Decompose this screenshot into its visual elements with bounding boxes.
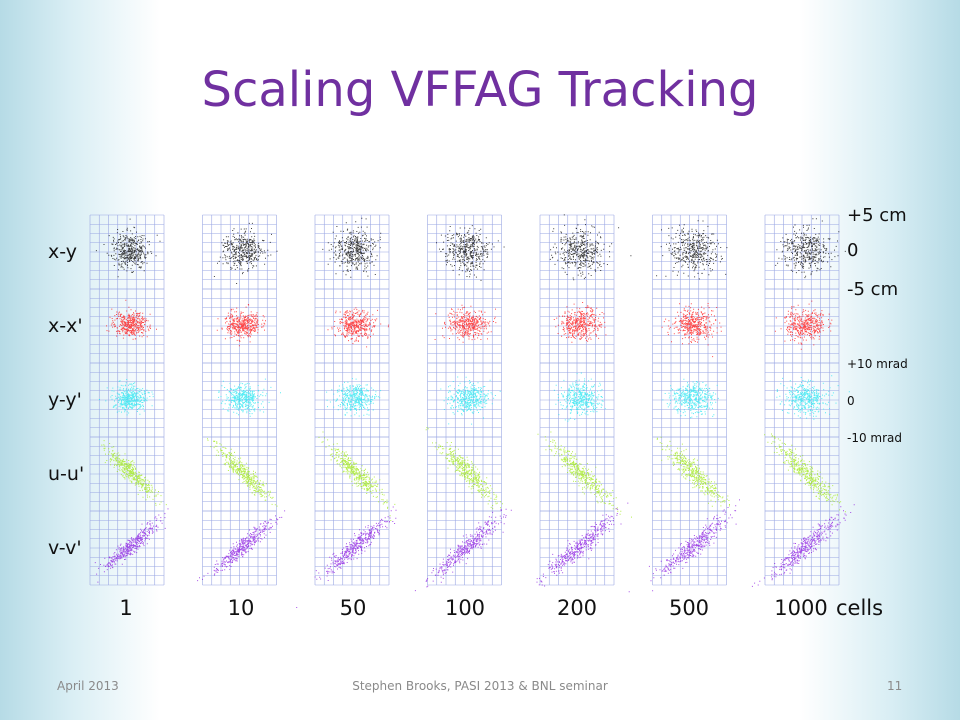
phase-plot-panel — [751, 504, 855, 587]
phase-plot-panel — [427, 362, 502, 438]
phase-plot-panel — [764, 288, 840, 364]
phase-plot-panel — [314, 431, 396, 521]
particle-cloud — [553, 372, 606, 422]
footer-presenter: Stephen Brooks, PASI 2013 & BNL seminar — [352, 679, 608, 693]
particle-cloud — [207, 438, 278, 507]
particle-cloud — [322, 217, 382, 278]
particle-cloud — [95, 218, 161, 278]
particle-cloud — [553, 302, 607, 343]
particle-cloud — [99, 379, 154, 416]
phase-plot-panel — [314, 288, 390, 364]
slide-title: Scaling VFFAG Tracking — [201, 62, 759, 118]
particle-cloud — [213, 222, 278, 284]
cells-label: cells — [836, 596, 884, 620]
row-label-u-up: u-u' — [48, 463, 85, 485]
phase-plot-panel — [89, 362, 165, 438]
column-label-200: 200 — [556, 596, 598, 620]
phase-plot-panel — [425, 427, 503, 512]
phase-plot-panel — [89, 508, 169, 586]
phase-plot-panel — [764, 214, 846, 290]
particle-cloud — [537, 431, 632, 518]
phase-plot-panel — [202, 288, 277, 364]
phase-plot-panel — [202, 214, 278, 290]
row-label-v-vp: v-v' — [48, 537, 82, 559]
particle-cloud — [101, 440, 167, 506]
phase-plot-panel — [536, 502, 629, 587]
column-label-1000: 1000 — [774, 596, 828, 620]
particle-cloud — [536, 502, 629, 587]
phase-plot-panel — [296, 506, 397, 608]
phase-plot-panel — [652, 288, 727, 364]
phase-plot-panel — [202, 362, 281, 438]
particle-cloud — [656, 436, 730, 507]
phase-plot-panel — [652, 362, 727, 438]
phase-plot-panel — [89, 288, 165, 364]
unit-zero-mrad: 0 — [847, 394, 855, 408]
row-label-y-yp: y-y' — [48, 389, 82, 411]
phase-plot-panel — [537, 431, 632, 518]
particle-cloud — [774, 300, 833, 350]
particle-cloud — [425, 427, 503, 510]
phase-plot-panel — [539, 362, 615, 438]
phase-plot-panel — [652, 436, 730, 512]
particle-cloud — [218, 378, 281, 417]
particle-cloud — [326, 378, 382, 417]
unit-plus-5cm: +5 cm — [847, 205, 907, 226]
unit-zero-cm: 0 — [847, 240, 859, 261]
particle-cloud — [656, 220, 728, 280]
particle-cloud — [318, 431, 396, 521]
phase-plot-panel — [764, 362, 850, 438]
particle-cloud — [197, 510, 286, 582]
column-label-50: 50 — [339, 596, 367, 620]
particle-cloud — [434, 304, 497, 343]
column-label-500: 500 — [668, 596, 710, 620]
footer-date: April 2013 — [57, 679, 119, 693]
particle-cloud — [327, 307, 390, 348]
particle-cloud — [661, 303, 722, 358]
column-label-1: 1 — [119, 596, 133, 620]
unit-plus-10mrad: +10 mrad — [847, 357, 908, 371]
row-label-x-y: x-y — [48, 241, 78, 263]
phase-plot-panel — [314, 362, 390, 438]
particle-cloud — [775, 218, 846, 290]
phase-plot-panel — [202, 436, 278, 512]
particle-cloud — [94, 508, 169, 583]
phase-plot-panel — [414, 508, 512, 592]
particle-cloud — [764, 433, 846, 513]
particle-cloud — [662, 378, 719, 419]
particle-cloud — [436, 225, 505, 281]
column-label-10: 10 — [227, 596, 255, 620]
column-label-100: 100 — [444, 596, 486, 620]
phase-plot-panel — [628, 499, 740, 593]
phase-plot-panel — [539, 288, 615, 364]
particle-cloud — [106, 299, 157, 340]
phase-plot-panel — [89, 436, 167, 512]
phase-plot-panel — [427, 214, 505, 290]
phase-plot-panel — [89, 214, 165, 290]
particle-cloud — [628, 499, 740, 593]
unit-minus-10mrad: -10 mrad — [847, 431, 903, 445]
phase-plot-panel — [539, 214, 632, 290]
particle-cloud — [296, 506, 397, 608]
footer-page-number: 11 — [887, 679, 903, 693]
unit-minus-5cm: -5 cm — [847, 279, 899, 300]
particle-cloud — [440, 376, 501, 425]
phase-plot-panel — [764, 433, 846, 513]
particle-cloud — [216, 304, 266, 347]
phase-plot-panel — [314, 214, 390, 290]
phase-plot-panel — [427, 288, 502, 364]
phase-plot-panel — [197, 510, 286, 586]
particle-cloud — [414, 508, 512, 592]
phase-plot-panel — [652, 214, 728, 290]
particle-cloud — [776, 375, 850, 420]
row-label-x-xp: x-x' — [48, 315, 83, 337]
